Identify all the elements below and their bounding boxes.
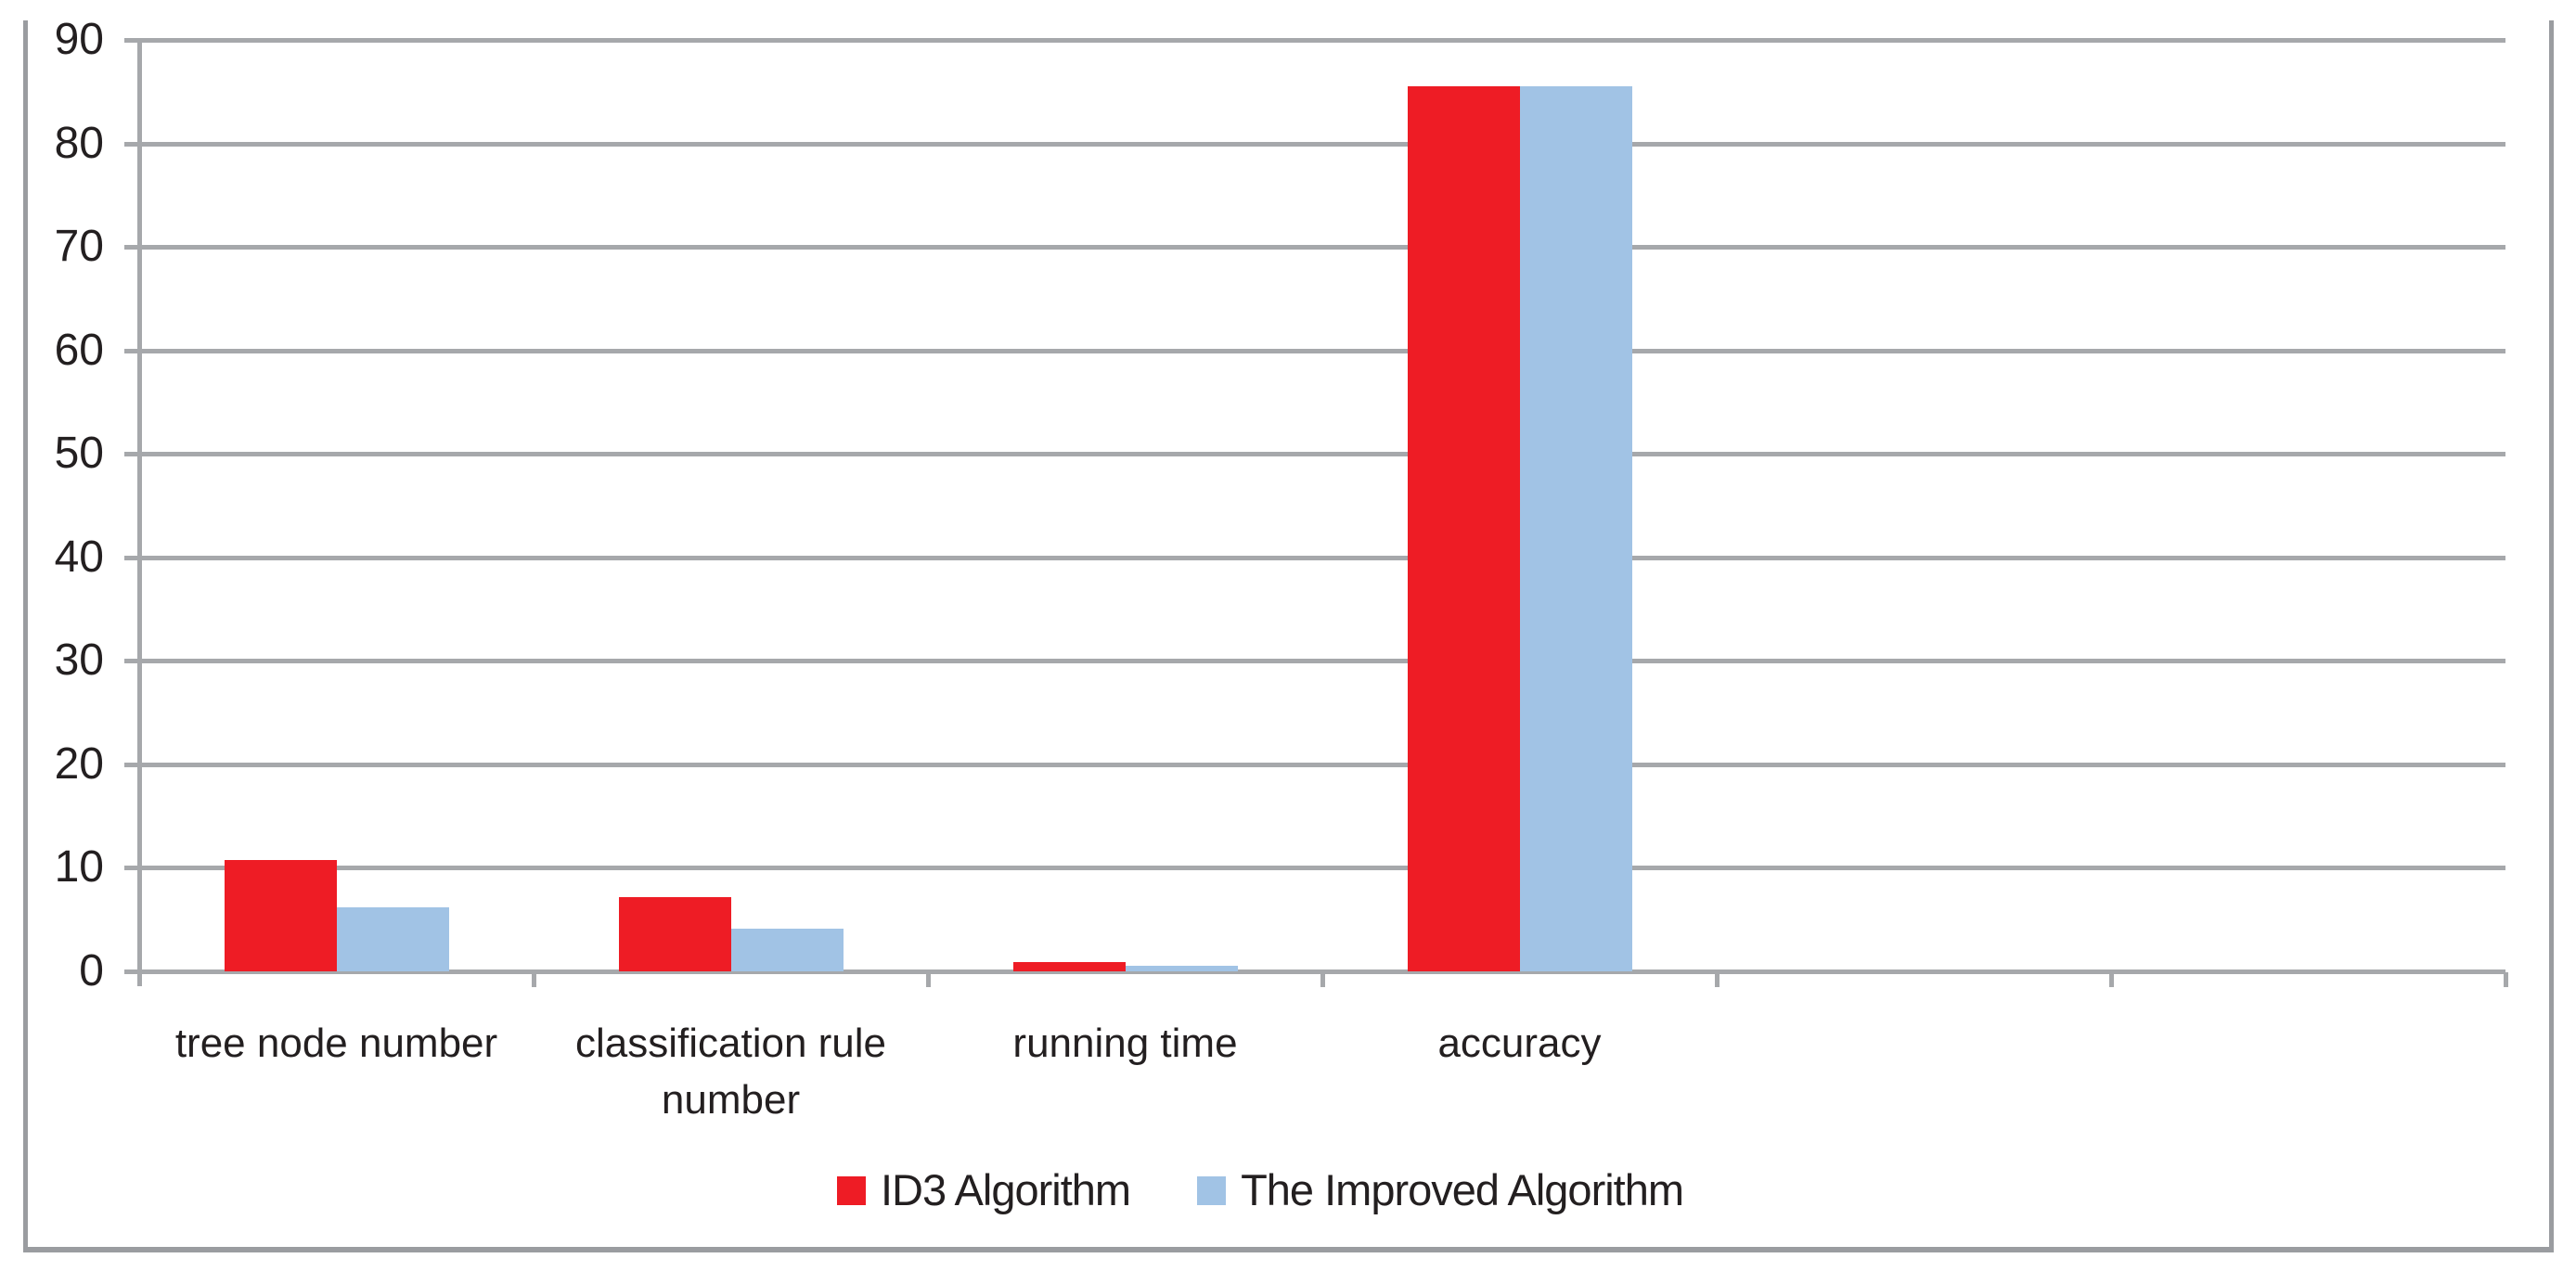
gridline-60 <box>124 348 2505 353</box>
legend-label: ID3 Algorithm <box>880 1165 1131 1214</box>
gridline-70 <box>124 245 2505 250</box>
gridline-80 <box>124 141 2505 147</box>
chart-legend: ID3 Algorithm The Improved Algorithm <box>0 1162 2520 1218</box>
legend-item: ID3 Algorithm <box>836 1165 1131 1214</box>
legend-swatch-icon <box>836 1175 866 1205</box>
bar-the-improved-algorithm <box>1519 86 1632 971</box>
y-axis-tick-label: 60 <box>54 325 104 375</box>
y-axis-tick-label: 90 <box>54 15 104 64</box>
legend-swatch-icon <box>1197 1175 1227 1205</box>
bar-the-improved-algorithm <box>1125 966 1238 971</box>
chart-frame-border <box>23 20 2554 1252</box>
gridline-30 <box>124 659 2505 664</box>
legend-item: The Improved Algorithm <box>1197 1165 1684 1214</box>
y-axis-tick-label: 40 <box>54 532 104 582</box>
x-axis-category-label: running time <box>1012 1021 1238 1066</box>
y-axis-tick-label: 30 <box>54 636 104 686</box>
bar-id3-algorithm <box>224 860 337 971</box>
y-axis-tick-label: 50 <box>54 429 104 479</box>
gridline-0 <box>124 969 2505 974</box>
gridline-20 <box>124 762 2505 767</box>
x-axis-category-tick <box>2504 972 2508 987</box>
y-axis-tick-label: 10 <box>54 842 104 892</box>
gridline-10 <box>124 866 2505 871</box>
gridline-90 <box>124 38 2505 43</box>
bar-id3-algorithm <box>1407 86 1520 971</box>
x-axis-category-tick <box>1320 972 1325 987</box>
y-axis-tick-label: 70 <box>54 222 104 272</box>
x-axis-category-tick <box>2109 972 2114 987</box>
gridline-40 <box>124 555 2505 560</box>
y-axis-tick-label: 20 <box>54 738 104 789</box>
bar-id3-algorithm <box>1012 962 1126 971</box>
gridline-50 <box>124 452 2505 457</box>
x-axis-category-tick <box>926 972 931 987</box>
legend-label: The Improved Algorithm <box>1241 1165 1684 1214</box>
x-axis-category-label: accuracy <box>1437 1021 1602 1066</box>
y-axis-tick-label: 0 <box>79 946 104 995</box>
x-axis-category-label: tree node number <box>174 1021 498 1066</box>
y-axis-line <box>137 40 142 986</box>
bar-the-improved-algorithm <box>730 929 844 971</box>
y-axis-tick-label: 80 <box>54 118 104 168</box>
bar-id3-algorithm <box>618 897 731 971</box>
x-axis-category-tick <box>532 972 536 987</box>
x-axis-category-label: classification rule number <box>574 1021 887 1123</box>
bar-the-improved-algorithm <box>336 907 449 971</box>
x-axis-category-tick <box>1715 972 1719 987</box>
